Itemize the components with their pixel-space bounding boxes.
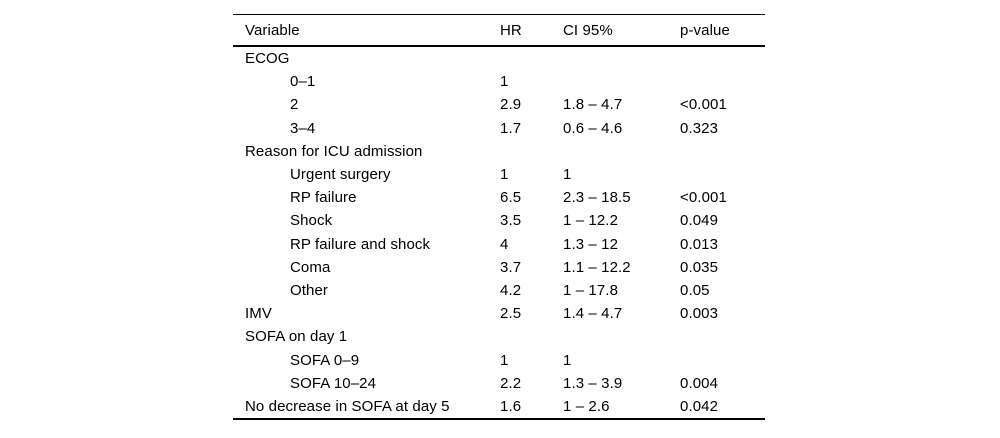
row-ci-value: 1.3 – 3.9 (563, 374, 623, 392)
row-p-value: 0.004 (680, 374, 719, 392)
table-row: SOFA on day 1 (233, 325, 765, 348)
table-row: Coma 3.7 1.1 – 12.2 0.035 (233, 256, 765, 279)
row-hr-value: 2.9 (500, 96, 522, 114)
row-hr-value: 1 (500, 166, 509, 184)
table-body: ECOG 0–1 1 2 2.9 1.8 – 4.7 <0.001 3–4 1.… (233, 47, 765, 418)
row-variable-label: Urgent surgery (290, 166, 391, 184)
row-variable-label: RP failure and shock (290, 235, 431, 253)
table-row: SOFA 10–24 2.2 1.3 – 3.9 0.004 (233, 372, 765, 395)
table-row: Shock 3.5 1 – 12.2 0.049 (233, 209, 765, 232)
column-header-hr: HR (500, 21, 522, 39)
table-row: Other 4.2 1 – 17.8 0.05 (233, 279, 765, 302)
row-hr-value: 2.2 (500, 374, 522, 392)
row-hr-value: 6.5 (500, 189, 522, 207)
table-row: 3–4 1.7 0.6 – 4.6 0.323 (233, 117, 765, 140)
row-p-value: 0.013 (680, 235, 719, 253)
row-ci-value: 1.4 – 4.7 (563, 305, 623, 323)
table-row: IMV 2.5 1.4 – 4.7 0.003 (233, 302, 765, 325)
row-p-value: 0.042 (680, 397, 719, 415)
row-variable-label: Reason for ICU admission (245, 142, 423, 160)
row-ci-value: 1 – 17.8 (563, 281, 619, 299)
row-variable-label: Shock (290, 212, 333, 230)
row-variable-label: SOFA 10–24 (290, 374, 377, 392)
row-variable-label: No decrease in SOFA at day 5 (245, 397, 450, 415)
row-variable-label: Coma (290, 258, 331, 276)
row-variable-label: ECOG (245, 50, 290, 68)
row-variable-label: 2 (290, 96, 299, 114)
row-p-value: <0.001 (680, 96, 727, 114)
row-variable-label: 3–4 (290, 119, 316, 137)
row-hr-value: 2.5 (500, 305, 522, 323)
row-ci-value: 1 – 2.6 (563, 397, 610, 415)
row-hr-value: 1.7 (500, 119, 522, 137)
row-hr-value: 4 (500, 235, 509, 253)
row-variable-label: SOFA on day 1 (245, 328, 348, 346)
results-table: Variable HR CI 95% p-value ECOG 0–1 1 2 … (233, 14, 765, 420)
row-variable-label: Other (290, 281, 329, 299)
row-hr-value: 1 (500, 73, 509, 91)
row-ci-value: 1.3 – 12 (563, 235, 619, 253)
table-row: Reason for ICU admission (233, 140, 765, 163)
row-hr-value: 1.6 (500, 397, 522, 415)
row-hr-value: 4.2 (500, 281, 522, 299)
row-hr-value: 3.5 (500, 212, 522, 230)
row-ci-value: 2.3 – 18.5 (563, 189, 631, 207)
table-row: 0–1 1 (233, 70, 765, 93)
row-hr-value: 3.7 (500, 258, 522, 276)
row-ci-value: 1 (563, 351, 572, 369)
row-p-value: 0.049 (680, 212, 719, 230)
row-variable-label: IMV (245, 305, 272, 323)
row-ci-value: 0.6 – 4.6 (563, 119, 623, 137)
table-row: RP failure 6.5 2.3 – 18.5 <0.001 (233, 186, 765, 209)
table-row: ECOG (233, 47, 765, 70)
row-ci-value: 1 – 12.2 (563, 212, 619, 230)
table-row: No decrease in SOFA at day 5 1.6 1 – 2.6… (233, 395, 765, 418)
column-header-pvalue: p-value (680, 21, 730, 39)
row-ci-value: 1.8 – 4.7 (563, 96, 623, 114)
column-header-variable: Variable (245, 21, 300, 39)
table-row: Urgent surgery 1 1 (233, 163, 765, 186)
row-p-value: 0.323 (680, 119, 719, 137)
row-ci-value: 1 (563, 166, 572, 184)
table-row: SOFA 0–9 1 1 (233, 348, 765, 371)
row-p-value: <0.001 (680, 189, 727, 207)
row-variable-label: RP failure (290, 189, 357, 207)
row-ci-value: 1.1 – 12.2 (563, 258, 631, 276)
table-row: 2 2.9 1.8 – 4.7 <0.001 (233, 93, 765, 116)
column-header-ci95: CI 95% (563, 21, 613, 39)
table-row: RP failure and shock 4 1.3 – 12 0.013 (233, 233, 765, 256)
row-p-value: 0.003 (680, 305, 719, 323)
row-p-value: 0.05 (680, 281, 710, 299)
row-hr-value: 1 (500, 351, 509, 369)
row-p-value: 0.035 (680, 258, 719, 276)
table-header-row: Variable HR CI 95% p-value (233, 15, 765, 47)
row-variable-label: 0–1 (290, 73, 316, 91)
row-variable-label: SOFA 0–9 (290, 351, 360, 369)
